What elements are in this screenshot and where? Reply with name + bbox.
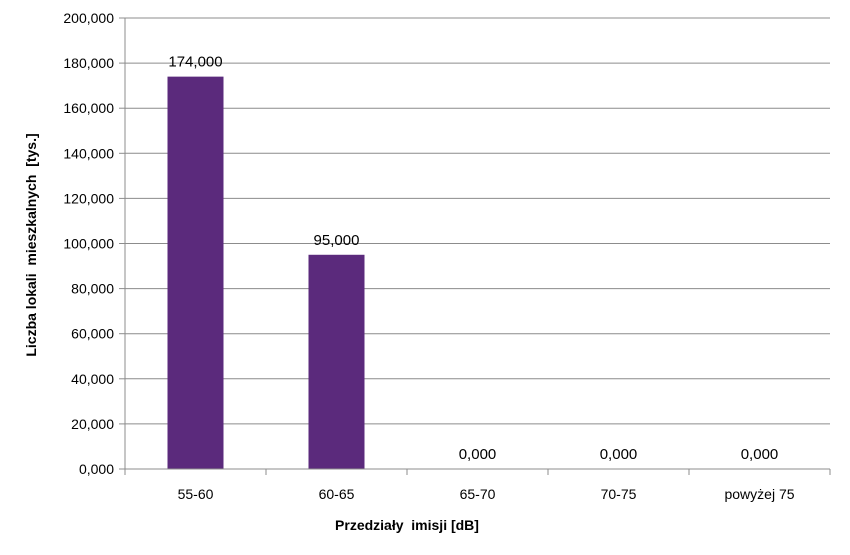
y-tick-label: 60,000	[71, 326, 114, 342]
y-axis-title: Liczba lokali mieszkalnych [tys.]	[23, 133, 39, 356]
bars	[167, 76, 365, 469]
data-label: 0,000	[600, 446, 638, 463]
bar	[308, 254, 365, 469]
data-label: 0,000	[459, 446, 497, 463]
y-tick-label: 80,000	[71, 281, 114, 297]
y-axis-ticks: 0,000 20,000 40,000 60,000 80,000 100,000 120,…	[63, 10, 125, 477]
axes	[124, 18, 830, 470]
data-label: 0,000	[741, 446, 779, 463]
x-tick-label: powyżej 75	[724, 486, 794, 502]
gridlines	[125, 17, 830, 425]
x-tick-label: 65-70	[460, 486, 496, 502]
x-tick-label: 55-60	[178, 486, 214, 502]
x-axis-ticks: 55-60 60-65 65-70 70-75 powyżej 75	[124, 469, 831, 502]
y-tick-label: 100,000	[63, 236, 114, 252]
bar	[167, 76, 224, 469]
data-label: 174,000	[168, 54, 222, 71]
y-tick-label: 20,000	[71, 416, 114, 432]
y-tick-label: 180,000	[63, 55, 114, 71]
data-labels: 174,000 95,000 0,000 0,000 0,000	[168, 54, 778, 463]
y-tick-label: 200,000	[63, 10, 114, 26]
y-tick-label: 160,000	[63, 100, 114, 116]
x-axis-title: Przedziały imisji [dB]	[335, 517, 479, 533]
y-tick-label: 140,000	[63, 145, 114, 161]
data-label: 95,000	[314, 232, 360, 249]
y-tick-label: 0,000	[79, 461, 114, 477]
y-tick-label: 40,000	[71, 371, 114, 387]
x-tick-label: 60-65	[319, 486, 355, 502]
y-tick-label: 120,000	[63, 190, 114, 206]
x-tick-label: 70-75	[601, 486, 637, 502]
